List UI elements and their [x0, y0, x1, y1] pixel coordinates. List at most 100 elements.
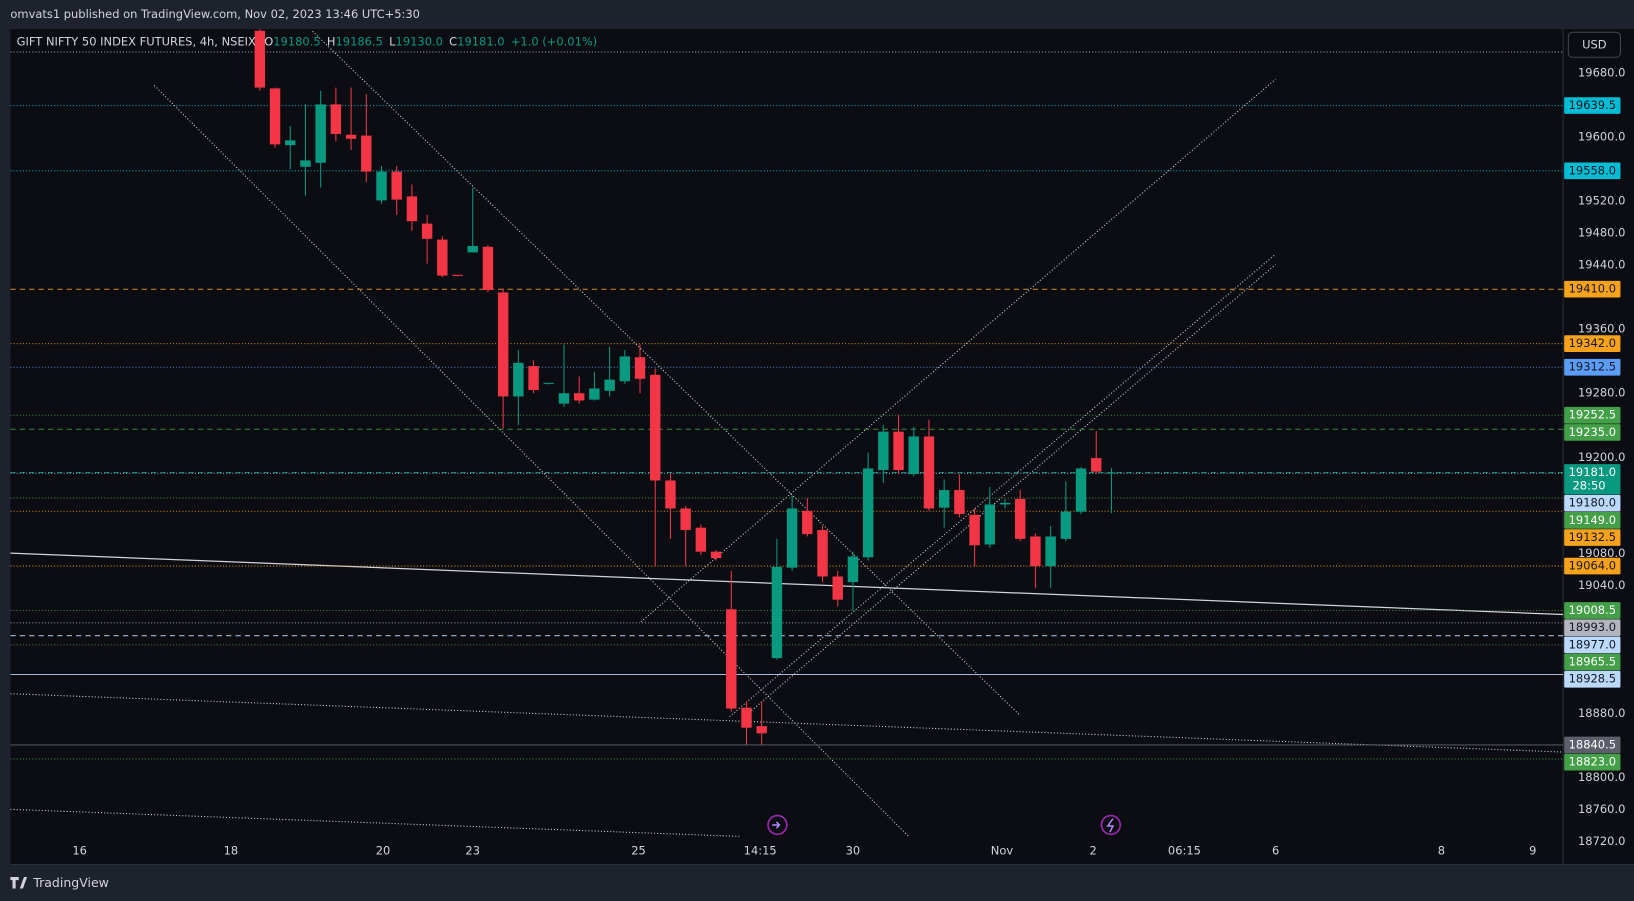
- candle-body: [832, 576, 843, 600]
- price-label: 19639.5: [1569, 98, 1616, 112]
- candle-body: [862, 468, 874, 558]
- y-tick-label: 19040.0: [1578, 578, 1625, 592]
- y-tick-label: 19280.0: [1578, 386, 1625, 400]
- y-tick-label: 19080.0: [1578, 546, 1625, 560]
- candle-body: [999, 502, 1011, 505]
- event-icon[interactable]: [767, 814, 788, 836]
- candle-body: [665, 480, 676, 509]
- price-label: 18993.0: [1569, 620, 1616, 634]
- candle-body: [437, 239, 448, 276]
- candle-body: [330, 104, 342, 134]
- y-tick-label: 19200.0: [1578, 450, 1625, 464]
- event-icon-glyph: [772, 821, 781, 829]
- x-tick-label: 2: [1090, 844, 1097, 858]
- price-label: 19008.5: [1569, 603, 1616, 617]
- countdown: 28:50: [1573, 479, 1606, 493]
- trend-line: [10, 693, 1564, 753]
- y-tick-label: 19360.0: [1578, 322, 1625, 336]
- candle-body: [741, 707, 752, 728]
- price-label-box: [1564, 653, 1621, 671]
- candles: [254, 29, 1117, 745]
- candle-body: [482, 246, 494, 291]
- price-label-box: [1564, 619, 1621, 637]
- price-label-box: [1564, 512, 1621, 529]
- price-label-box: [1564, 97, 1621, 114]
- candle-body: [269, 88, 281, 145]
- candle-body: [467, 246, 478, 253]
- price-label: 19180.0: [1569, 496, 1616, 510]
- candle-body: [954, 490, 965, 515]
- candle-body: [847, 556, 859, 583]
- candle-body: [285, 140, 296, 146]
- candle-body: [969, 514, 980, 546]
- candle-body: [1075, 468, 1087, 512]
- x-tick-label: 20: [376, 844, 391, 858]
- candle-body: [558, 393, 570, 404]
- brand-name: TradingView: [32, 875, 109, 890]
- candle-body: [513, 362, 524, 397]
- candle-body: [695, 527, 707, 552]
- publish-info: omvats1 published on TradingView.com, No…: [10, 7, 420, 21]
- x-tick-label: 9: [1529, 844, 1536, 858]
- candle-body: [543, 382, 554, 384]
- candle-body: [893, 431, 904, 471]
- event-icon-glyph: [1106, 818, 1115, 833]
- candle-body: [756, 726, 767, 734]
- drawings: [10, 30, 1564, 837]
- candle-body: [802, 510, 813, 535]
- price-label-box: [1564, 670, 1621, 688]
- candle-body: [345, 134, 357, 139]
- y-tick-label: 19520.0: [1578, 194, 1625, 208]
- ohlc-key: H: [327, 34, 336, 48]
- candle-body: [528, 366, 539, 391]
- y-tick-label: 19680.0: [1578, 66, 1625, 80]
- event-icon[interactable]: [1100, 814, 1122, 836]
- change: +1.0 (+0.01%): [511, 34, 597, 48]
- price-label: 19558.0: [1569, 163, 1616, 177]
- ohlc-value: 19180.5: [273, 34, 320, 48]
- price-lines: [10, 105, 1564, 760]
- price-label-box: [1564, 494, 1621, 512]
- candle-body: [300, 160, 311, 167]
- candle-body: [634, 357, 646, 379]
- x-tick-label: 18: [224, 844, 239, 858]
- y-tick-label: 19480.0: [1578, 226, 1625, 240]
- trend-line: [312, 30, 1020, 715]
- candle-body: [619, 356, 631, 382]
- x-tick-label: 16: [72, 844, 87, 858]
- price-label: 19252.5: [1569, 408, 1616, 422]
- candle-body: [771, 566, 783, 659]
- x-tick-label: 25: [631, 844, 646, 858]
- ohlc-value: 19186.5: [336, 34, 383, 48]
- candle-body: [984, 504, 996, 545]
- price-label: 18823.0: [1569, 755, 1616, 769]
- currency-button[interactable]: [1567, 31, 1621, 58]
- candle-body: [361, 135, 372, 172]
- ohlc-key: C: [449, 34, 457, 48]
- candle-body: [1030, 536, 1041, 567]
- price-label-box: [1564, 753, 1621, 771]
- candle-body: [878, 431, 889, 471]
- brand-logo: [10, 877, 28, 889]
- price-label: 19235.0: [1569, 425, 1616, 439]
- candle-body: [650, 374, 661, 481]
- candle-body: [376, 171, 387, 201]
- candle-body: [1091, 458, 1102, 472]
- candle-body: [573, 393, 585, 401]
- price-label-box: [1564, 557, 1621, 575]
- candle-body: [406, 196, 418, 222]
- price-label: 18928.5: [1569, 672, 1616, 686]
- plot-area: [10, 29, 1564, 865]
- price-label: 19132.5: [1569, 530, 1616, 544]
- candle-body: [391, 171, 402, 200]
- candle-body: [452, 274, 463, 276]
- price-label-box: [1564, 162, 1621, 180]
- candle-body: [908, 436, 919, 475]
- x-tick-label: 6: [1272, 844, 1279, 858]
- candle-body: [315, 104, 326, 163]
- y-tick-label: 18880.0: [1578, 706, 1625, 720]
- trend-line: [153, 85, 910, 837]
- price-label-box: [1564, 280, 1621, 298]
- price-label: 19410.0: [1569, 282, 1616, 296]
